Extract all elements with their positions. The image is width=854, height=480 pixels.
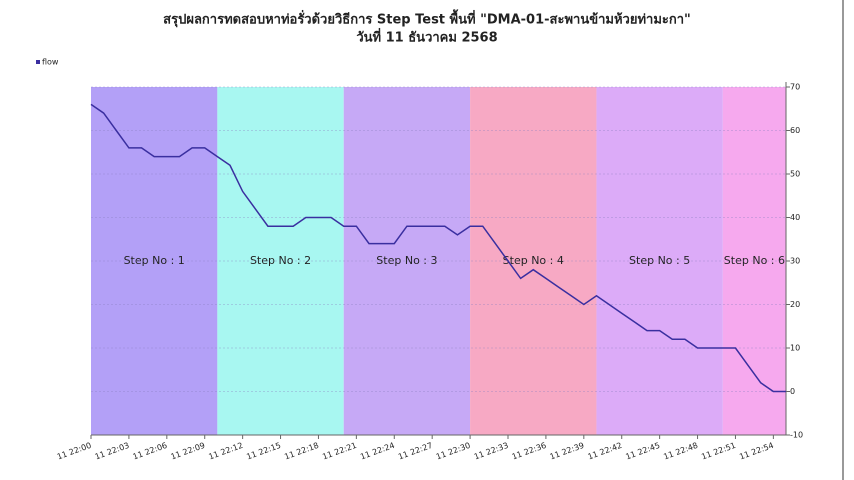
y-tick-label: -10	[790, 431, 803, 440]
legend-swatch	[36, 60, 40, 64]
step-label: Step No : 3	[376, 254, 437, 267]
step-label: Step No : 1	[124, 254, 185, 267]
y-tick-label: 60	[790, 126, 800, 135]
step-band	[470, 87, 597, 435]
step-band	[91, 87, 218, 435]
step-band	[343, 87, 471, 435]
step-label: Step No : 2	[250, 254, 311, 267]
step-band	[596, 87, 723, 435]
step-band	[722, 87, 786, 435]
step-label: Step No : 4	[503, 254, 564, 267]
y-tick-label: 70	[790, 83, 800, 92]
chart-subtitle: วันที่ 11 ธันวาคม 2568	[356, 28, 497, 46]
y-tick-label: 40	[790, 213, 800, 222]
y-tick-label: 10	[790, 344, 800, 353]
y-tick-label: 50	[790, 170, 800, 179]
legend-label: flow	[42, 58, 59, 67]
y-tick-label: 20	[790, 300, 800, 309]
flow-line	[90, 103, 786, 393]
y-tick-label: 30	[790, 257, 800, 266]
step-label: Step No : 6	[724, 254, 785, 267]
step-label: Step No : 5	[629, 254, 690, 267]
chart-title: สรุปผลการทดสอบหาท่อรั่วด้วยวิธีการ Step …	[163, 9, 691, 28]
step-band	[217, 87, 344, 435]
y-tick-label: 0	[790, 387, 795, 396]
